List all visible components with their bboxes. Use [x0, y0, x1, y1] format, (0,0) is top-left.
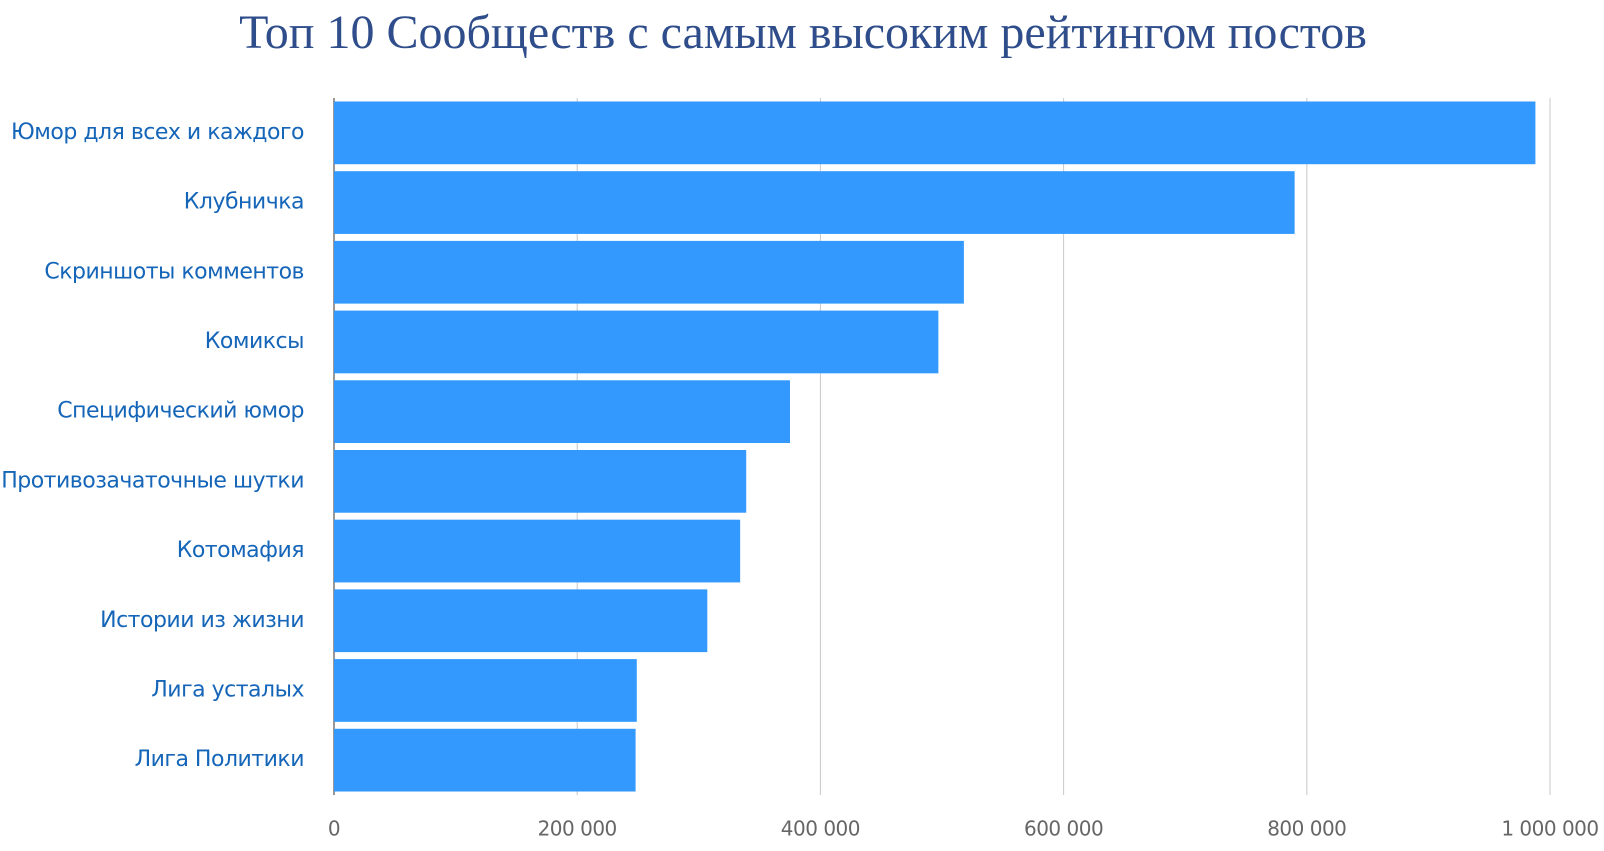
y-tick-label: Истории из жизни — [100, 608, 304, 633]
y-tick-label: Специфический юмор — [57, 399, 304, 424]
x-tick-label: 400 000 — [781, 817, 860, 841]
bar — [334, 240, 964, 304]
bar — [334, 310, 939, 374]
y-tick-label: Клубничка — [184, 190, 304, 215]
x-tick-label: 1 000 000 — [1501, 817, 1598, 841]
bar — [334, 380, 790, 444]
bar — [334, 728, 636, 792]
bar — [334, 171, 1295, 234]
y-tick-label: Котомафия — [177, 538, 304, 563]
x-tick-label: 0 — [328, 817, 340, 841]
bar — [334, 101, 1536, 165]
bar — [334, 589, 708, 653]
y-tick-label: Комиксы — [205, 329, 304, 354]
bar — [334, 449, 747, 513]
x-tick-label: 800 000 — [1267, 817, 1346, 841]
y-tick-label: Лига Политики — [135, 747, 304, 772]
y-tick-label: Противозачаточные шутки — [1, 468, 304, 493]
x-tick-label: 200 000 — [538, 817, 617, 841]
bar — [334, 519, 741, 583]
y-tick-label: Скриншоты комментов — [44, 259, 304, 284]
y-tick-label: Юмор для всех и каждого — [11, 120, 304, 145]
chart-title: Топ 10 Сообществ с самым высоким рейтинг… — [239, 6, 1367, 59]
x-tick-label: 600 000 — [1024, 817, 1103, 841]
bar — [334, 659, 637, 722]
y-tick-label: Лига усталых — [151, 677, 304, 702]
